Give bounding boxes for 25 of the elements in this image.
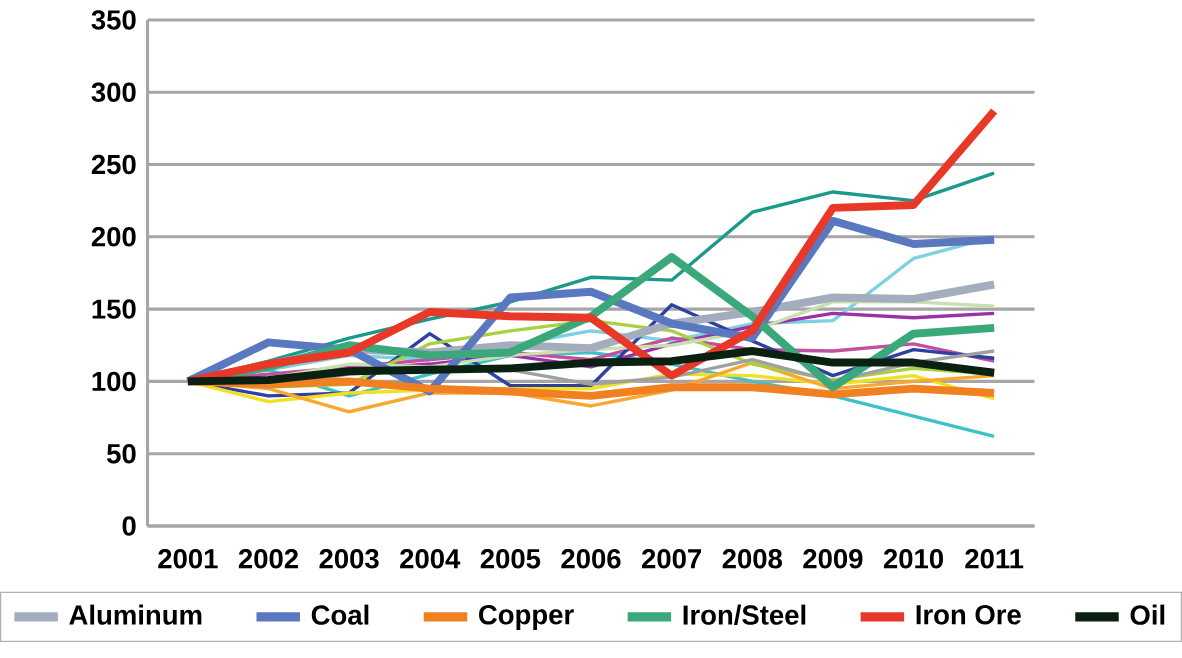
x-tick-label: 2010	[883, 548, 943, 569]
y-tick-label: 350	[91, 10, 136, 30]
legend-label: Oil	[1130, 604, 1165, 625]
x-tick-label: 2002	[238, 548, 298, 569]
y-tick-label: 250	[91, 154, 136, 175]
x-tick-label: 2003	[319, 548, 379, 569]
y-tick-label: 150	[92, 299, 136, 319]
x-tick-label: 2005	[480, 548, 541, 569]
legend-label: Iron/Steel	[683, 604, 806, 625]
y-tick-label: 50	[107, 443, 136, 464]
x-tick-label: 2007	[642, 548, 702, 569]
y-tick-label: 300	[91, 82, 136, 102]
x-tick-label: 2008	[722, 548, 783, 569]
legend-label: Coal	[311, 604, 369, 625]
legend-label: Iron Ore	[916, 604, 1021, 625]
x-tick-label: 2001	[158, 548, 218, 569]
legend-label: Copper	[479, 604, 574, 630]
x-tick-label: 2011	[965, 548, 1024, 569]
y-tick-label: 100	[92, 371, 136, 392]
x-tick-label: 2006	[561, 548, 621, 569]
y-tick-label: 200	[91, 226, 136, 247]
y-tick-label: 0	[122, 516, 136, 536]
x-tick-label: 2009	[803, 548, 863, 569]
x-tick-label: 2004	[400, 548, 461, 569]
legend-label: Aluminum	[69, 604, 202, 625]
